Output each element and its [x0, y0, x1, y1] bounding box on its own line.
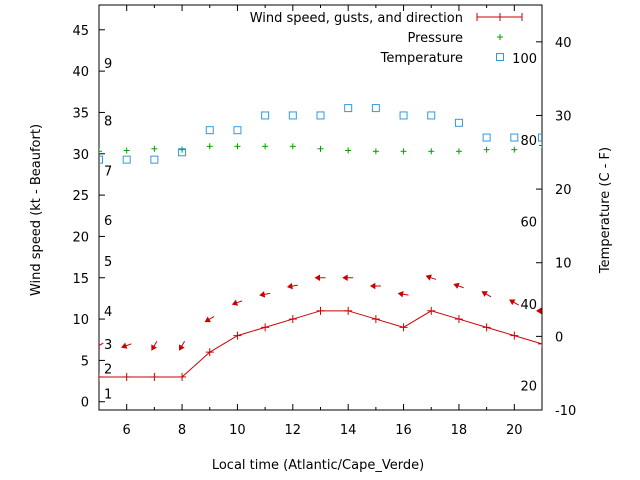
temperature-point — [261, 111, 270, 120]
x-tick-label: 14 — [340, 423, 357, 438]
beaufort-label: 3 — [104, 338, 112, 353]
temperature-point — [316, 111, 325, 120]
temperature-point — [399, 111, 408, 120]
y-tick-label: 15 — [72, 272, 89, 287]
temperature-point — [538, 133, 542, 142]
wind-speed-line — [99, 310, 542, 378]
beaufort-label: 2 — [104, 363, 112, 378]
beaufort-label: 5 — [104, 255, 112, 270]
temperature-point — [454, 118, 463, 127]
right-axis-ticks: -10 0 10 20 30 40 — [536, 36, 576, 419]
y-tick-label: 0 — [81, 396, 89, 411]
y-tick-label: 20 — [72, 230, 89, 245]
y2-tick-label: 10 — [555, 257, 572, 272]
temperature-point — [344, 104, 353, 113]
wind-arrow-head — [204, 316, 211, 323]
y2-tick-label: 20 — [555, 183, 572, 198]
beaufort-labels: 1 2 3 4 5 6 7 8 9 — [104, 57, 112, 403]
bottom-axis-ticks: 6 8 10 12 14 16 18 20 — [98, 5, 543, 438]
plot-frame — [98, 4, 543, 411]
legend-label: Pressure — [407, 31, 463, 46]
wind-arrow-head — [259, 291, 266, 298]
y2-axis-label: Temperature (C - F) — [598, 147, 613, 274]
legend-label: Wind speed, gusts, and direction — [250, 11, 463, 26]
wind-arrow-head — [536, 307, 542, 315]
temperature-point — [371, 104, 380, 113]
beaufort-label: 4 — [104, 305, 112, 320]
y2-tick-label: -10 — [555, 404, 576, 419]
wind-direction-arrows — [99, 274, 542, 351]
fahrenheit-label: 80 — [520, 134, 537, 149]
temperature-point — [122, 155, 131, 164]
wind-arrow-head — [453, 282, 460, 289]
wind-arrow-head — [425, 274, 432, 281]
beaufort-label: 7 — [104, 164, 112, 179]
y2-tick-label: 30 — [555, 109, 572, 124]
x-tick-label: 10 — [229, 423, 246, 438]
series-0 — [99, 306, 542, 381]
temperature-point — [288, 111, 297, 120]
y2-tick-label: 40 — [555, 36, 572, 51]
y-tick-label: 45 — [72, 24, 89, 39]
wind-arrow-head — [314, 274, 320, 282]
beaufort-label: 6 — [104, 214, 112, 229]
plot-border — [98, 4, 543, 411]
fahrenheit-label: 100 — [512, 52, 537, 67]
wind-arrow-head — [231, 299, 239, 306]
temperature-point — [150, 155, 159, 164]
wind-arrow-head — [509, 299, 516, 306]
wind-arrow-head — [397, 290, 404, 298]
series-layer — [99, 104, 542, 381]
legend-label: Temperature — [380, 51, 463, 66]
beaufort-label: 9 — [104, 57, 112, 72]
wind-arrow-head — [178, 344, 185, 351]
x-tick-label: 12 — [285, 423, 302, 438]
fahrenheit-label: 20 — [520, 380, 537, 395]
wind-arrow-head — [481, 291, 488, 297]
temperature-point — [178, 148, 187, 157]
temperature-point — [427, 111, 436, 120]
fahrenheit-labels: 20 40 60 80 100 — [512, 52, 537, 395]
x-tick-label: 20 — [506, 423, 523, 438]
x-tick-label: 6 — [123, 423, 131, 438]
fahrenheit-label: 40 — [520, 298, 537, 313]
y2-tick-label: 0 — [555, 330, 563, 345]
x-tick-label: 16 — [395, 423, 412, 438]
wind-arrow-head — [286, 282, 293, 290]
fahrenheit-label: 60 — [520, 215, 537, 230]
y-tick-label: 10 — [72, 313, 89, 328]
x-axis-label: Local time (Atlantic/Cape_Verde) — [212, 458, 424, 473]
y-tick-label: 25 — [72, 189, 89, 204]
series-2 — [99, 104, 542, 164]
y-tick-label: 35 — [72, 106, 89, 121]
wind-arrow-head — [369, 282, 376, 290]
temperature-point — [482, 133, 491, 142]
wind-arrow-head — [342, 274, 348, 282]
series-1 — [99, 142, 542, 155]
temperature-point — [233, 126, 242, 135]
wind-arrow-head — [121, 342, 128, 349]
y-tick-label: 30 — [72, 148, 89, 163]
temperature-point — [510, 133, 519, 142]
wind-arrow-head — [99, 346, 101, 349]
y-tick-label: 40 — [72, 65, 89, 80]
temperature-point — [205, 126, 214, 135]
x-tick-label: 18 — [451, 423, 468, 438]
x-tick-label: 8 — [178, 423, 186, 438]
left-axis-ticks: 0 5 10 15 20 25 30 35 40 45 — [72, 24, 105, 411]
y-axis-label: Wind speed (kt - Beaufort) — [29, 124, 44, 296]
beaufort-label: 1 — [104, 387, 112, 402]
y-tick-label: 5 — [81, 354, 89, 369]
legend: Wind speed, gusts, and direction Pressure… — [250, 11, 523, 66]
wind-arrow-shaft — [99, 342, 104, 347]
wind-arrow-head — [151, 344, 157, 351]
legend-swatch-marker — [496, 53, 504, 61]
temperature-point — [99, 155, 103, 164]
beaufort-label: 8 — [104, 115, 112, 130]
